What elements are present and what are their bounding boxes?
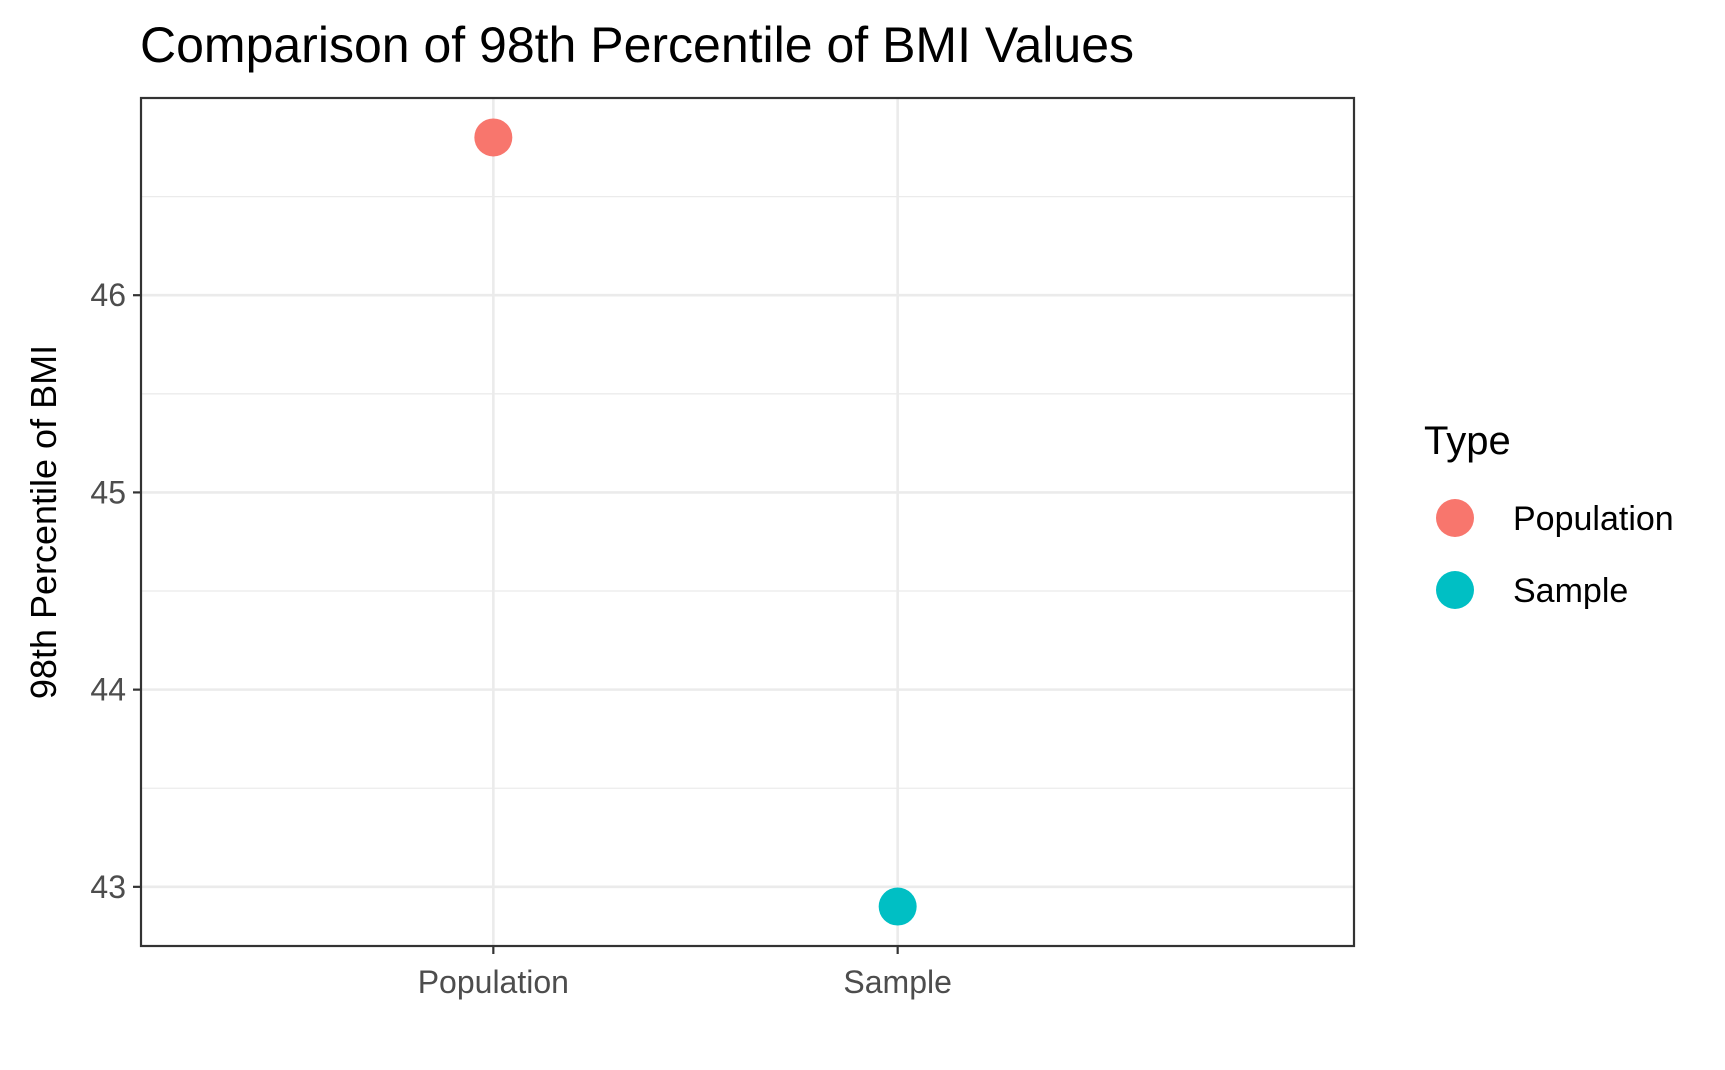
legend-title: Type [1424,419,1511,463]
y-axis: 43 44 45 46 [90,277,141,905]
chart-title: Comparison of 98th Percentile of BMI Val… [140,17,1134,73]
y-tick-label: 44 [90,672,126,708]
data-point-sample [878,887,917,926]
grid [141,98,1354,946]
y-axis-title: 98th Percentile of BMI [23,345,64,699]
legend-label-sample: Sample [1513,572,1628,610]
y-tick-label: 43 [90,869,126,905]
x-tick-label: Population [418,964,569,1000]
x-tick-label: Sample [843,964,952,1000]
y-tick-label: 46 [90,277,126,313]
data-points [474,118,917,926]
legend-key-sample [1436,571,1474,609]
legend-label-population: Population [1513,500,1674,538]
data-point-population [474,118,513,157]
y-tick-label: 45 [90,474,126,510]
legend: Type Population Sample [1424,419,1674,610]
plot-panel [139,96,1356,948]
legend-key-population [1436,499,1474,537]
x-axis: Population Sample [418,946,952,1000]
